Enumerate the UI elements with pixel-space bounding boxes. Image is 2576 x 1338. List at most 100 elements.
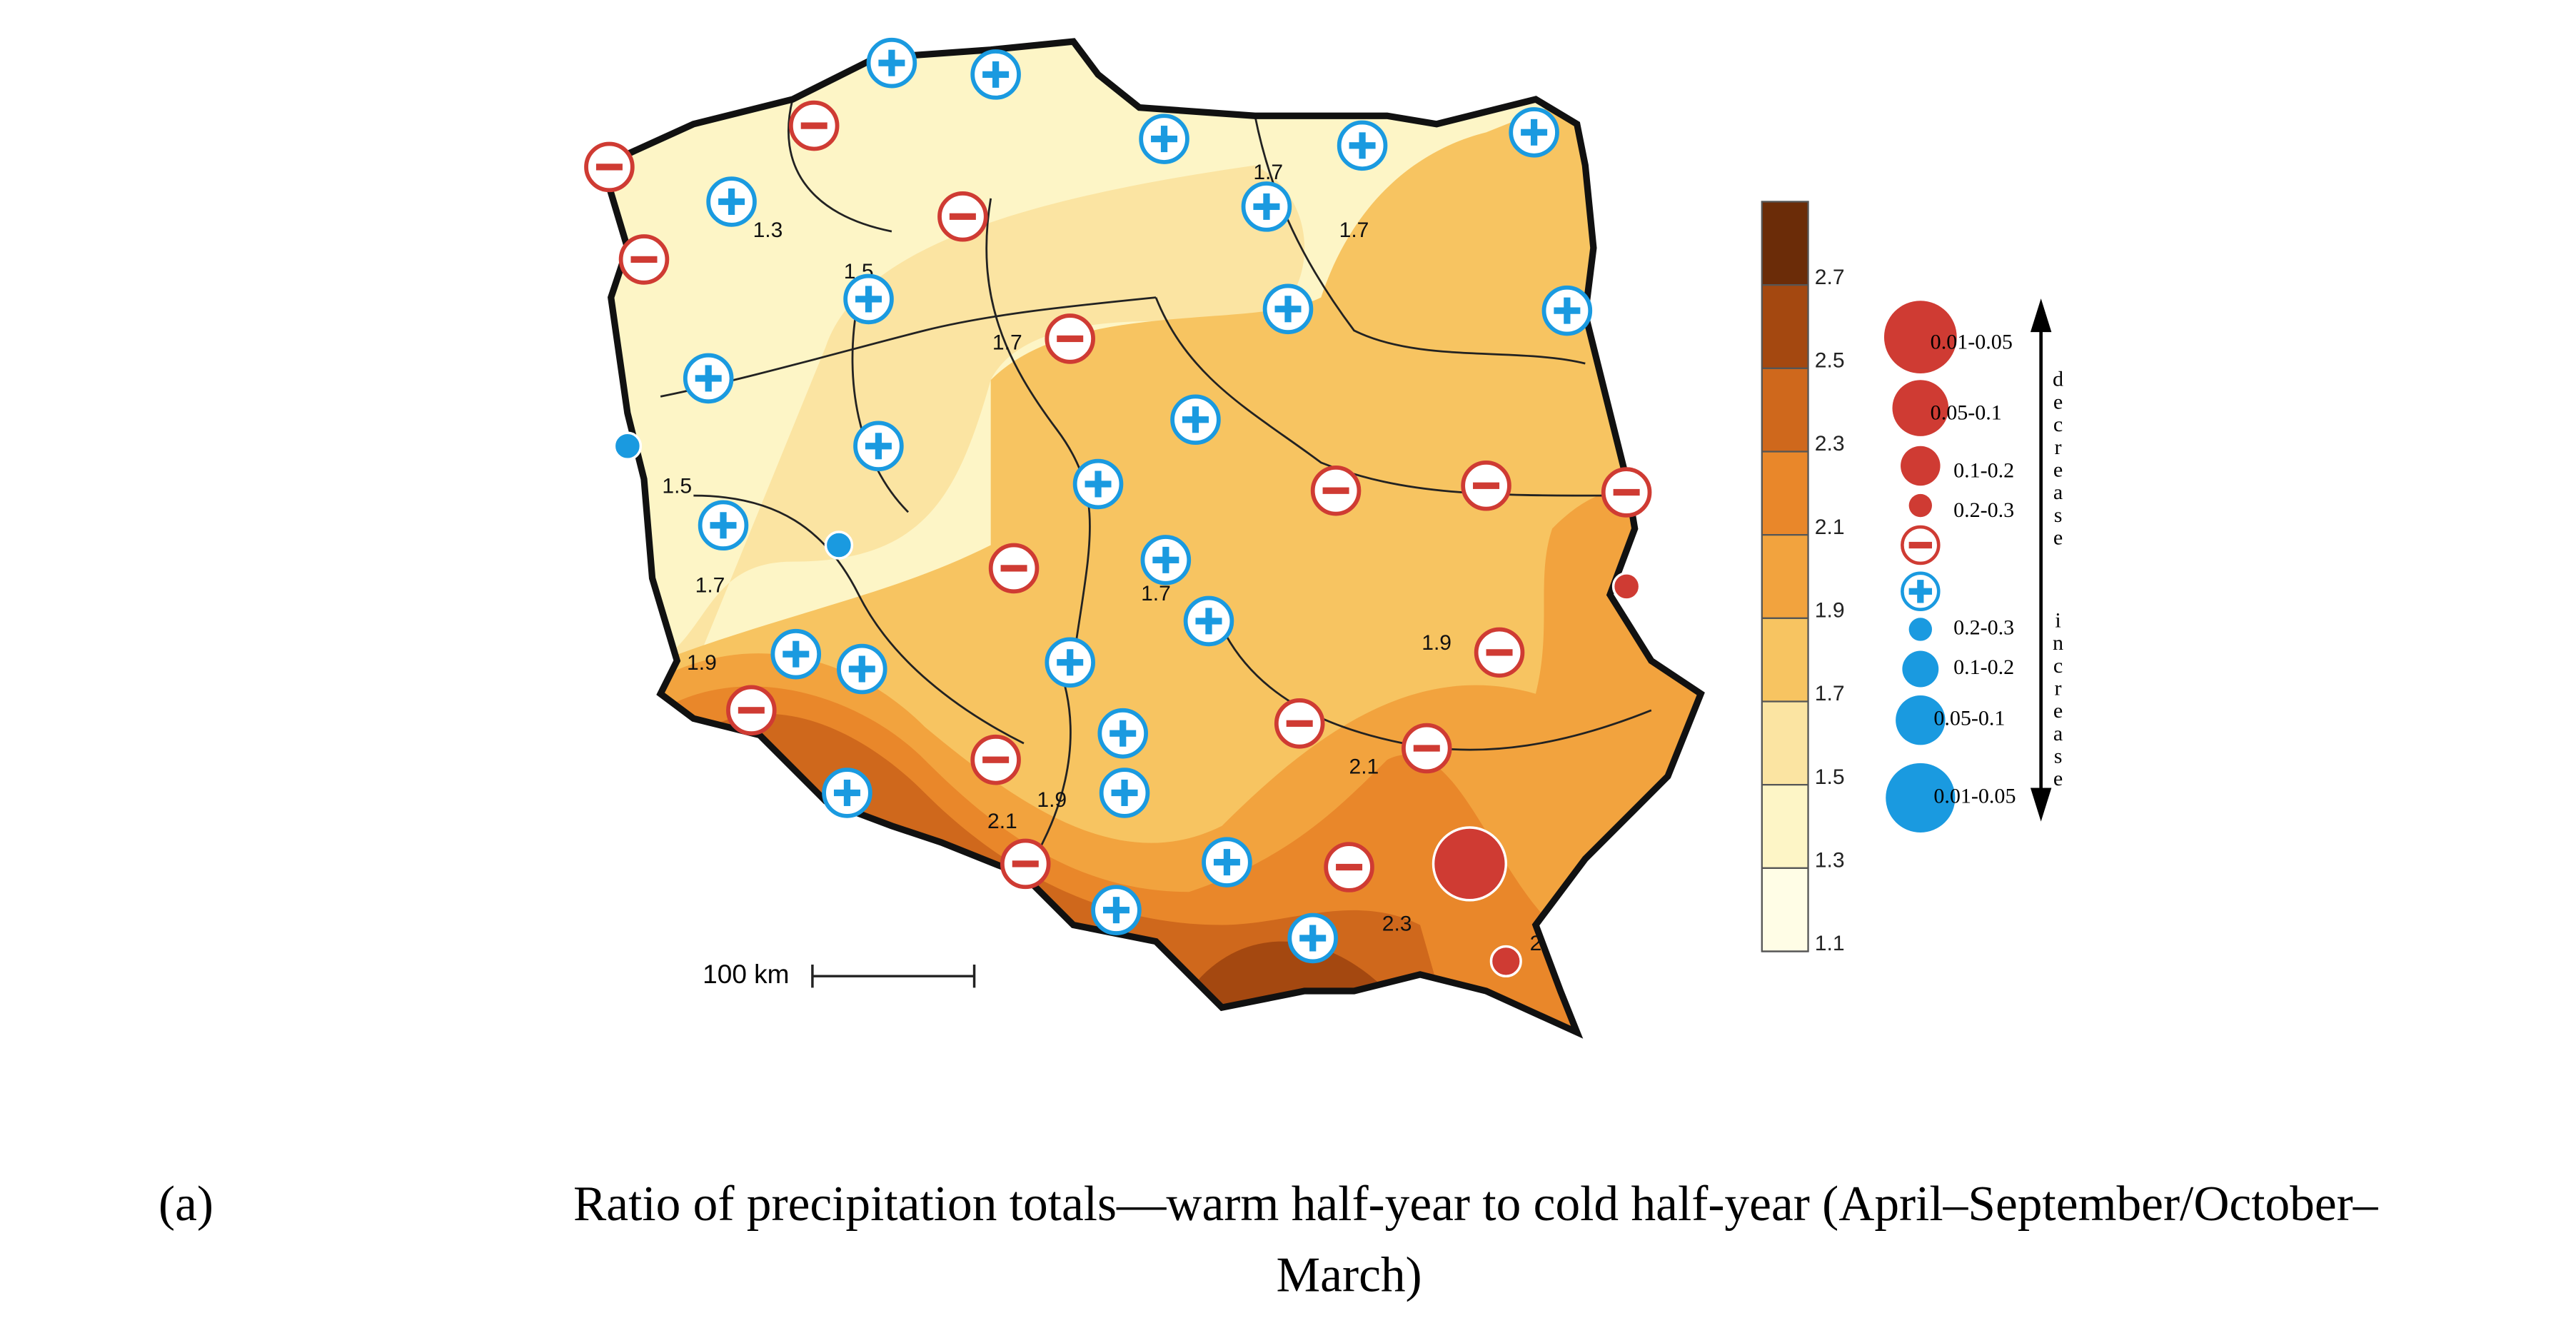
colorbar-band: [1761, 785, 1808, 868]
station-bar: [1473, 482, 1500, 489]
colorbar-tick-label: 2.5: [1815, 348, 1845, 372]
legend-level: 0.2-0.3: [1953, 615, 2014, 639]
legend-level: 0.01-0.05: [1931, 329, 2013, 353]
station-bar: [865, 286, 872, 313]
legend-level: 0.1-0.2: [1953, 655, 2014, 679]
station-increase: [1170, 394, 1221, 446]
station-bar: [1359, 132, 1366, 159]
station-increase: [1045, 637, 1095, 688]
station-bar: [858, 655, 865, 683]
station-decrease: [1461, 461, 1511, 511]
station-increase: [1202, 837, 1252, 887]
contour-label: 1.9: [687, 651, 717, 675]
legend-circle-decrease: [1883, 301, 1957, 374]
station-bar: [1413, 745, 1440, 752]
station-bar: [1121, 779, 1128, 806]
station-bar: [875, 433, 882, 460]
colorbar-tick-label: 2.3: [1815, 432, 1845, 456]
station-increase: [843, 273, 894, 325]
station-decrease: [584, 141, 635, 193]
station-bar: [1223, 849, 1231, 876]
colorbar-band: [1761, 701, 1808, 785]
station-increase: [1509, 107, 1559, 158]
station-bar: [1067, 649, 1074, 676]
legend-circle-increase: [1886, 763, 1956, 833]
legend-circle-increase: [1908, 618, 1932, 641]
station-bar: [1322, 487, 1349, 494]
station-increase: [1091, 885, 1142, 935]
station-decrease: [1310, 465, 1362, 516]
station-increase: [1099, 768, 1150, 818]
contour-label: 2.3: [1382, 912, 1412, 935]
significant-station: [1432, 826, 1508, 902]
legend-direction: increase: [2046, 608, 2071, 789]
station-increase: [770, 628, 822, 680]
colorbar-band: [1761, 368, 1808, 452]
station-bar: [1120, 720, 1127, 747]
contour-label: 1.3: [753, 218, 783, 242]
station-increase: [1183, 595, 1234, 647]
contour-labels: 1.31.51.71.71.71.51.71.91.71.92.11.92.12…: [662, 161, 1541, 955]
station-bar: [738, 707, 765, 714]
station-bar: [1336, 863, 1363, 871]
station-decrease: [970, 734, 1021, 785]
legend-circle-decrease: [1908, 493, 1932, 518]
station-increase: [1072, 458, 1124, 510]
colorbar-tick-label: 1.1: [1815, 932, 1845, 955]
legend-circle-decrease: [1892, 380, 1949, 436]
station-bar: [1160, 126, 1168, 153]
station-bar: [1263, 193, 1270, 220]
station-decrease: [726, 685, 777, 736]
contour-label: 1.9: [1037, 788, 1067, 812]
scale-bar: 100 km: [703, 960, 976, 989]
contour-label: 1.5: [662, 475, 692, 498]
contour-label: 1.7: [695, 573, 725, 597]
stations: [584, 37, 1652, 977]
station-decrease: [1474, 627, 1525, 678]
contour-label: 2.1: [1349, 755, 1379, 779]
station-increase: [970, 49, 1021, 100]
station-bar: [1564, 297, 1571, 324]
station-bar: [1613, 488, 1640, 496]
station-decrease: [988, 543, 1040, 594]
station-bar: [1192, 406, 1199, 433]
station-bar: [1057, 335, 1084, 343]
contour-label: 1.7: [1253, 161, 1283, 184]
station-decrease: [1324, 842, 1374, 892]
station-bar: [1112, 897, 1120, 924]
station-bar: [720, 512, 727, 539]
station-bar: [705, 365, 712, 392]
significant-station: [1611, 572, 1641, 601]
colorbar-tick-label: 1.5: [1815, 765, 1845, 789]
station-decrease: [1402, 723, 1452, 774]
legend-circle-increase: [1896, 695, 1946, 745]
station-bar: [982, 756, 1010, 763]
station-decrease: [937, 191, 988, 242]
station-bar: [630, 256, 658, 263]
station-bar: [843, 779, 851, 806]
station-bar: [728, 188, 735, 215]
station-increase: [1541, 285, 1593, 336]
colorbar-tick-label: 1.7: [1815, 682, 1845, 705]
station-decrease: [1045, 313, 1095, 364]
station-increase: [1139, 114, 1189, 164]
station-bar: [888, 49, 895, 76]
station-decrease: [1601, 467, 1652, 518]
station-bar: [1205, 608, 1212, 635]
colorbar-band: [1761, 535, 1808, 618]
station-bar: [595, 164, 623, 171]
station-bar: [1095, 471, 1102, 498]
colorbar-band: [1761, 285, 1808, 368]
legend-bar: [1908, 541, 1932, 549]
station-increase: [1241, 181, 1292, 232]
legend-arrow: [2030, 298, 2052, 822]
station-increase: [837, 643, 887, 695]
station-decrease: [618, 234, 670, 285]
colorbar-band: [1761, 867, 1808, 952]
station-bar: [1486, 649, 1513, 656]
station-bar: [1000, 565, 1027, 572]
legend-direction: decrease: [2046, 367, 2071, 548]
station-increase: [683, 353, 734, 404]
station-bar: [1012, 860, 1039, 867]
